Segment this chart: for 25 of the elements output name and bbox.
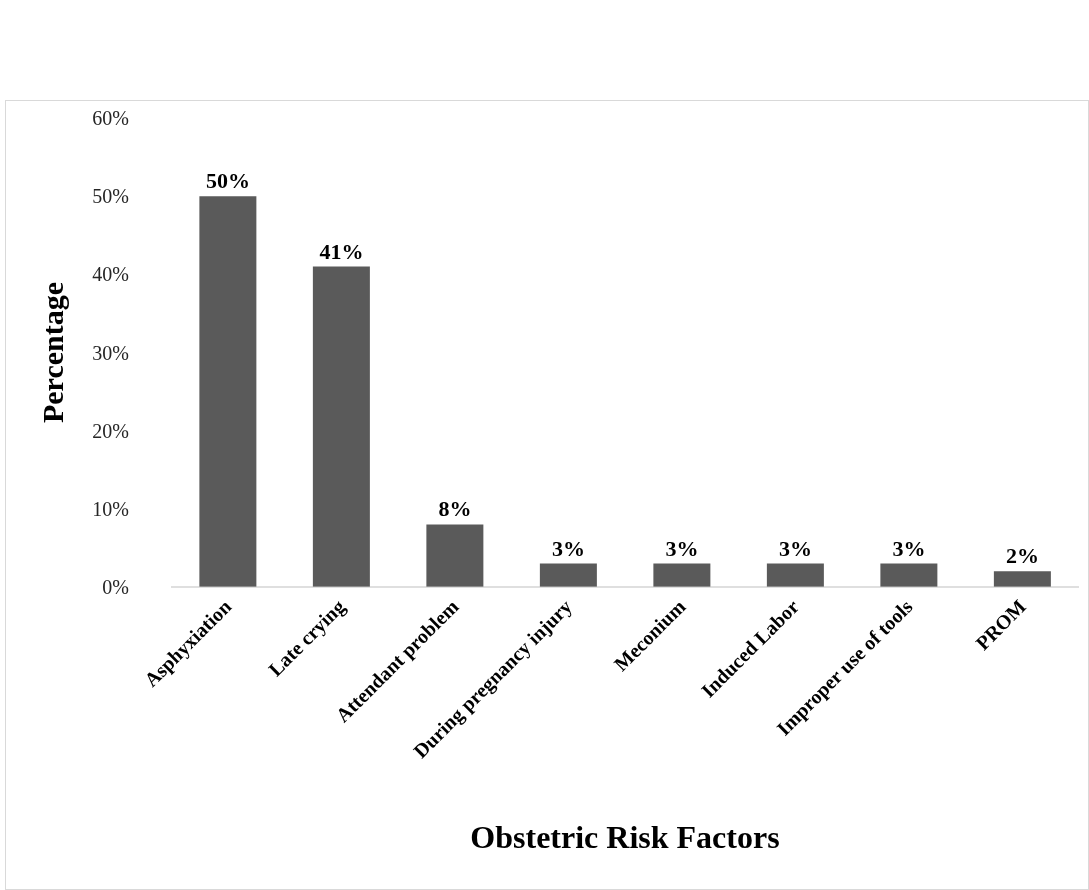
data-label: 2% <box>1005 543 1039 569</box>
y-tick-label: 40% <box>92 263 129 286</box>
y-axis-title: Percentage <box>35 281 69 424</box>
bar <box>539 563 597 587</box>
data-label: 3% <box>665 535 699 561</box>
bar <box>993 571 1051 587</box>
y-tick-label: 20% <box>92 419 129 442</box>
data-label: 50% <box>205 168 250 194</box>
bar <box>426 524 484 587</box>
data-label: 3% <box>778 535 812 561</box>
bar <box>766 563 824 587</box>
bar <box>312 266 370 587</box>
y-tick-label: 10% <box>92 497 129 520</box>
bar <box>880 563 938 587</box>
y-tick-label: 60% <box>92 107 129 129</box>
y-tick-label: 0% <box>102 576 129 598</box>
data-label: 41% <box>319 238 364 264</box>
y-tick-label: 50% <box>92 185 129 208</box>
bar <box>653 563 711 587</box>
data-label: 3% <box>892 535 926 561</box>
bar <box>199 196 257 587</box>
x-axis-title: Obstetric Risk Factors <box>470 819 780 855</box>
data-label: 3% <box>551 535 585 561</box>
y-tick-label: 30% <box>92 341 129 364</box>
data-label: 8% <box>438 496 472 522</box>
